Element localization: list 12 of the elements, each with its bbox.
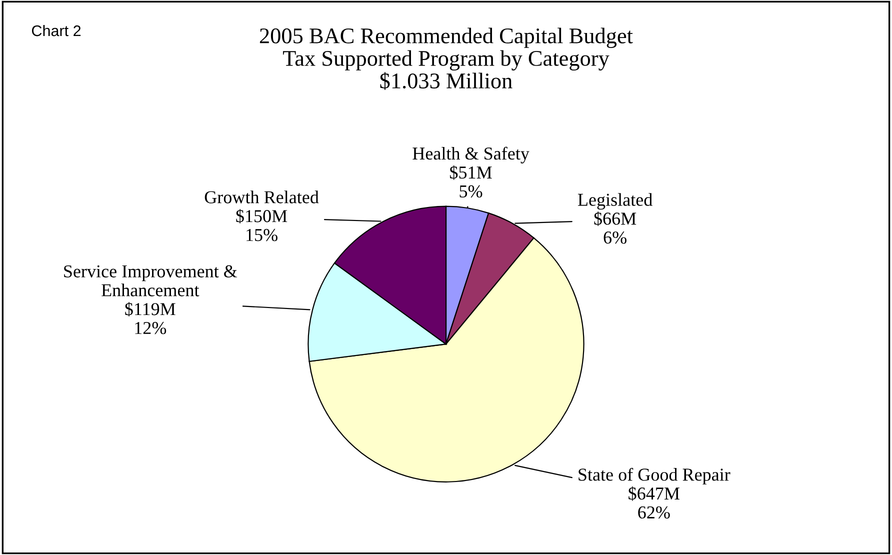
data-label: $647M 62% [628, 486, 680, 519]
slice-label: Growth Related [204, 190, 319, 204]
slice-label: Service Improvement & Enhancement [64, 265, 238, 296]
data-label: $150M 15% [236, 208, 288, 242]
slice-label: Legislated [578, 193, 652, 210]
data-label: $66M 6% [594, 212, 636, 244]
slice-label: State of Good Repair [578, 468, 730, 484]
slice-label: Health & Safety [412, 146, 530, 164]
data-label: $51M 5% [450, 165, 492, 198]
chart-title: 2005 BAC Recommended Capital Budget Tax Supported Program by Category $1.033 Million [260, 28, 633, 90]
data-label: $119M 12% [125, 302, 176, 334]
caption: Chart 2 [32, 24, 81, 36]
